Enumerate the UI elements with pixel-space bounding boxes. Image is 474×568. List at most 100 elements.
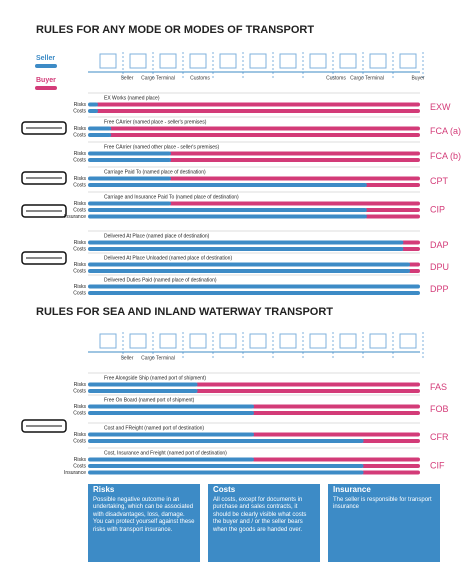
- rule-code: CFR: [430, 432, 449, 442]
- buyer-bar: [401, 240, 420, 245]
- stage-icon: [279, 333, 297, 349]
- stage-icon: [159, 53, 177, 69]
- seller-bar: [88, 102, 98, 107]
- seller-bar: [88, 284, 420, 289]
- row-label: Costs: [73, 438, 86, 444]
- rule-name: Free CArrier (named other place - seller…: [104, 144, 219, 150]
- buyer-bar: [252, 457, 420, 462]
- legend-buyer: Buyer: [36, 77, 56, 84]
- row-label: Costs: [73, 463, 86, 469]
- seller-bar: [88, 464, 364, 468]
- stage-icon: [189, 53, 207, 69]
- definition-title: Costs: [213, 485, 236, 494]
- seller-bar: [88, 247, 404, 251]
- legend-swatch: [35, 86, 57, 90]
- row-label: Costs: [73, 207, 86, 213]
- stage-icon: [369, 333, 387, 349]
- buyer-bar: [252, 411, 420, 415]
- rule-name: Carriage and Insurance Paid To (named pl…: [104, 194, 239, 200]
- seller-bar: [88, 201, 171, 206]
- rule-name: Free On Board (named port of shipment): [104, 397, 195, 403]
- rule-name: Delivered Duties Paid (named place of de…: [104, 277, 217, 283]
- transport-icon: [21, 204, 67, 218]
- rule-name: Delivered At Place Unloaded (named place…: [104, 255, 232, 261]
- rule-name: EX Works (named place): [104, 95, 160, 101]
- buyer-bar: [169, 176, 420, 181]
- buyer-bar: [95, 109, 421, 113]
- buyer-bar: [252, 404, 420, 409]
- rule-code: FOB: [430, 404, 449, 414]
- row-label: Risks: [74, 404, 87, 410]
- seller-bar: [88, 151, 171, 156]
- seller-bar: [88, 457, 254, 462]
- rule-code: FCA (b): [430, 151, 461, 161]
- seller-bar: [88, 240, 404, 245]
- seller-bar: [88, 109, 98, 113]
- stage-icon: [189, 333, 207, 349]
- seller-bar: [88, 208, 367, 212]
- seller-bar: [88, 411, 254, 415]
- buyer-bar: [169, 158, 420, 162]
- stage-icon: [249, 333, 267, 349]
- buyer-bar: [109, 126, 421, 131]
- seller-bar: [88, 176, 171, 181]
- row-label: Risks: [74, 382, 87, 388]
- legend-swatch: [35, 64, 57, 68]
- rule-code: EXW: [430, 102, 451, 112]
- legend-seller: Seller: [36, 55, 55, 62]
- row-label: Risks: [74, 457, 87, 463]
- rule-code: CIF: [430, 460, 445, 470]
- buyer-bar: [364, 208, 420, 212]
- row-label: Insurance: [64, 470, 86, 476]
- buyer-bar: [169, 201, 420, 206]
- rule-code: CIP: [430, 204, 445, 214]
- stage-label: Cargo Terminal: [141, 75, 175, 81]
- stage-icon: [339, 53, 357, 69]
- rule-name: Free Alongside Ship (named port of shipm…: [104, 375, 206, 381]
- rule-name: Cost, Insurance and Freight (named port …: [104, 450, 227, 456]
- rule-code: FCA (a): [430, 126, 461, 136]
- row-label: Insurance: [64, 214, 86, 220]
- buyer-bar: [364, 214, 420, 219]
- rule-code: DPU: [430, 262, 449, 272]
- seller-bar: [88, 214, 367, 219]
- seller-bar: [88, 389, 198, 393]
- buyer-bar: [408, 269, 420, 273]
- row-label: Risks: [74, 151, 87, 157]
- stage-icon: [339, 333, 357, 349]
- definition-text: The seller is responsible for transport …: [333, 496, 432, 511]
- stage-label: Buyer: [411, 75, 424, 81]
- stage-icon: [279, 53, 297, 69]
- seller-bar: [88, 133, 112, 137]
- row-label: Costs: [73, 410, 86, 416]
- transport-icon: [21, 121, 67, 135]
- buyer-bar: [95, 102, 421, 107]
- buyer-bar: [361, 470, 420, 475]
- section-title: RULES FOR SEA AND INLAND WATERWAY TRANSP…: [36, 306, 333, 318]
- row-label: Risks: [74, 176, 87, 182]
- section-title: RULES FOR ANY MODE OR MODES OF TRANSPORT: [36, 24, 314, 36]
- seller-bar: [88, 158, 171, 162]
- definition-box: Costs All costs, except for documents in …: [208, 484, 320, 562]
- stage-label: Seller: [121, 355, 134, 361]
- row-label: Risks: [74, 201, 87, 207]
- stage-icon: [219, 333, 237, 349]
- definition-title: Insurance: [333, 485, 371, 494]
- stage-label: Customs: [326, 75, 346, 81]
- rule-name: Cost and FReight (named port of destinat…: [104, 425, 204, 431]
- row-label: Costs: [73, 246, 86, 252]
- row-label: Risks: [74, 284, 87, 290]
- row-label: Costs: [73, 157, 86, 163]
- seller-bar: [88, 470, 364, 475]
- row-label: Risks: [74, 102, 87, 108]
- seller-bar: [88, 404, 254, 409]
- buyer-bar: [401, 247, 420, 251]
- stage-icon: [309, 53, 327, 69]
- row-label: Risks: [74, 126, 87, 132]
- stage-icon: [99, 333, 117, 349]
- row-label: Risks: [74, 240, 87, 246]
- stage-icon: [99, 53, 117, 69]
- stage-icon: [249, 53, 267, 69]
- buyer-bar: [195, 389, 420, 393]
- buyer-bar: [109, 133, 421, 137]
